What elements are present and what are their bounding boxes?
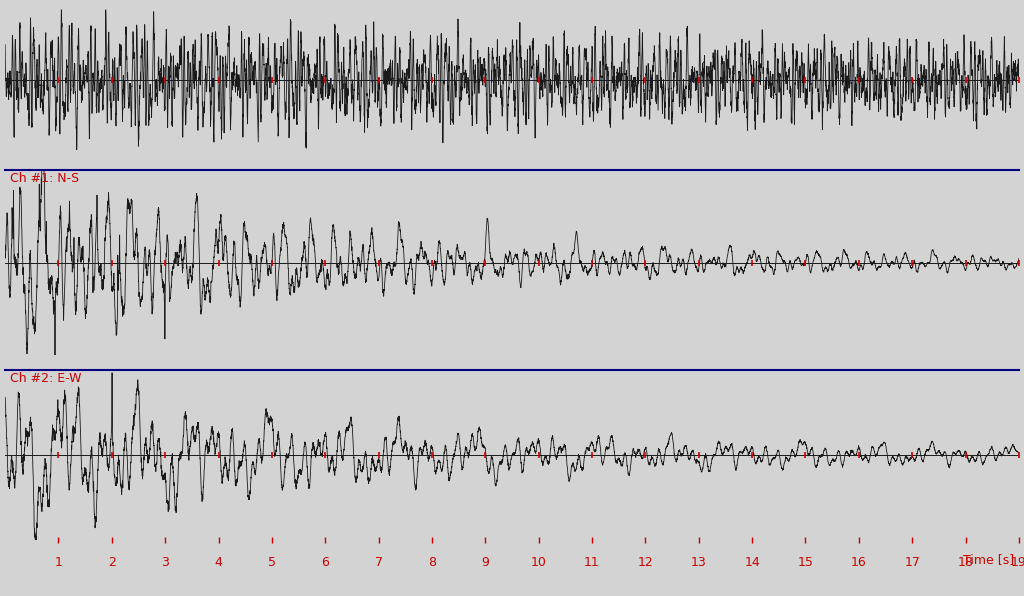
Text: 18: 18 — [957, 555, 974, 569]
Text: 10: 10 — [530, 555, 547, 569]
Text: 14: 14 — [744, 555, 760, 569]
Text: 17: 17 — [904, 555, 921, 569]
Text: 16: 16 — [851, 555, 866, 569]
Text: 2: 2 — [108, 555, 116, 569]
Text: Ch #1: N-S: Ch #1: N-S — [10, 172, 80, 185]
Text: Ch #2: E-W: Ch #2: E-W — [10, 372, 82, 385]
Text: Time [s]: Time [s] — [963, 553, 1014, 566]
Text: 11: 11 — [584, 555, 600, 569]
Text: 15: 15 — [798, 555, 813, 569]
Text: 6: 6 — [322, 555, 329, 569]
Text: 7: 7 — [375, 555, 383, 569]
Text: 5: 5 — [268, 555, 275, 569]
Text: 12: 12 — [638, 555, 653, 569]
Text: 3: 3 — [161, 555, 169, 569]
Text: 13: 13 — [691, 555, 707, 569]
Text: 9: 9 — [481, 555, 489, 569]
Text: 8: 8 — [428, 555, 436, 569]
Text: 4: 4 — [215, 555, 222, 569]
Text: 19: 19 — [1011, 555, 1024, 569]
Text: 1: 1 — [54, 555, 62, 569]
